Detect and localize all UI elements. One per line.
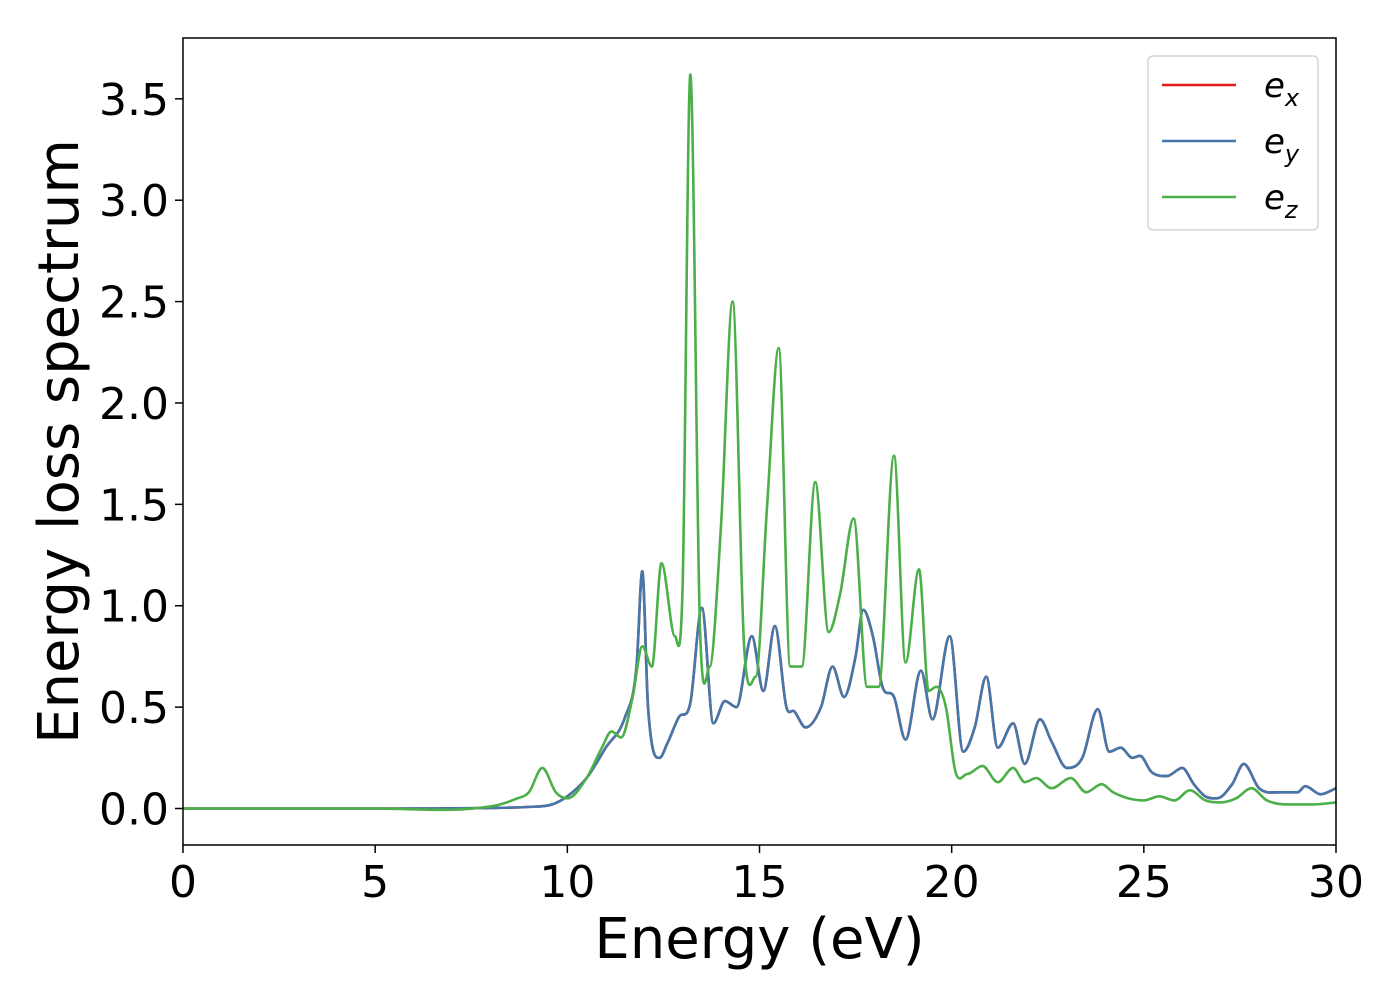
legend-items: ex ey ez — [1162, 66, 1300, 224]
y-tick-label: 3.0 — [99, 176, 169, 227]
legend-label-e-y: ey — [1264, 122, 1300, 168]
legend: ex ey ez — [1147, 55, 1319, 231]
legend-label-e-x: ex — [1264, 66, 1300, 112]
x-tick-label: 25 — [1116, 857, 1172, 908]
series-layer — [183, 73, 1337, 812]
legend-box — [1147, 55, 1319, 231]
series-line-e-y — [183, 569, 1337, 810]
x-tick-label: 30 — [1308, 857, 1364, 908]
y-tick-label: 0.5 — [99, 683, 169, 734]
y-tick-label: 0.0 — [99, 785, 169, 836]
x-tick-label: 10 — [539, 857, 595, 908]
y-tick-label: 3.5 — [99, 75, 169, 126]
series-line-e-x — [183, 569, 1337, 810]
y-tick-label: 1.5 — [99, 480, 169, 531]
legend-label-e-z: ez — [1264, 178, 1299, 224]
series-line-e-z — [183, 73, 1337, 812]
y-tick-label: 2.5 — [99, 278, 169, 329]
y-tick-label: 2.0 — [99, 379, 169, 430]
x-tick-label: 20 — [924, 857, 980, 908]
y-tick-label: 1.0 — [99, 582, 169, 633]
x-tick-label: 15 — [732, 857, 788, 908]
x-axis-title: Energy (eV) — [594, 907, 924, 972]
x-tick-label: 5 — [361, 857, 389, 908]
ticks-layer: 0 5 10 15 20 25 30 0.0 0.5 1.0 1.5 2.0 2.5 3.0 3.5 — [99, 75, 1364, 908]
y-axis-title: Energy loss spectrum — [27, 139, 92, 744]
x-tick-label: 0 — [169, 857, 197, 908]
